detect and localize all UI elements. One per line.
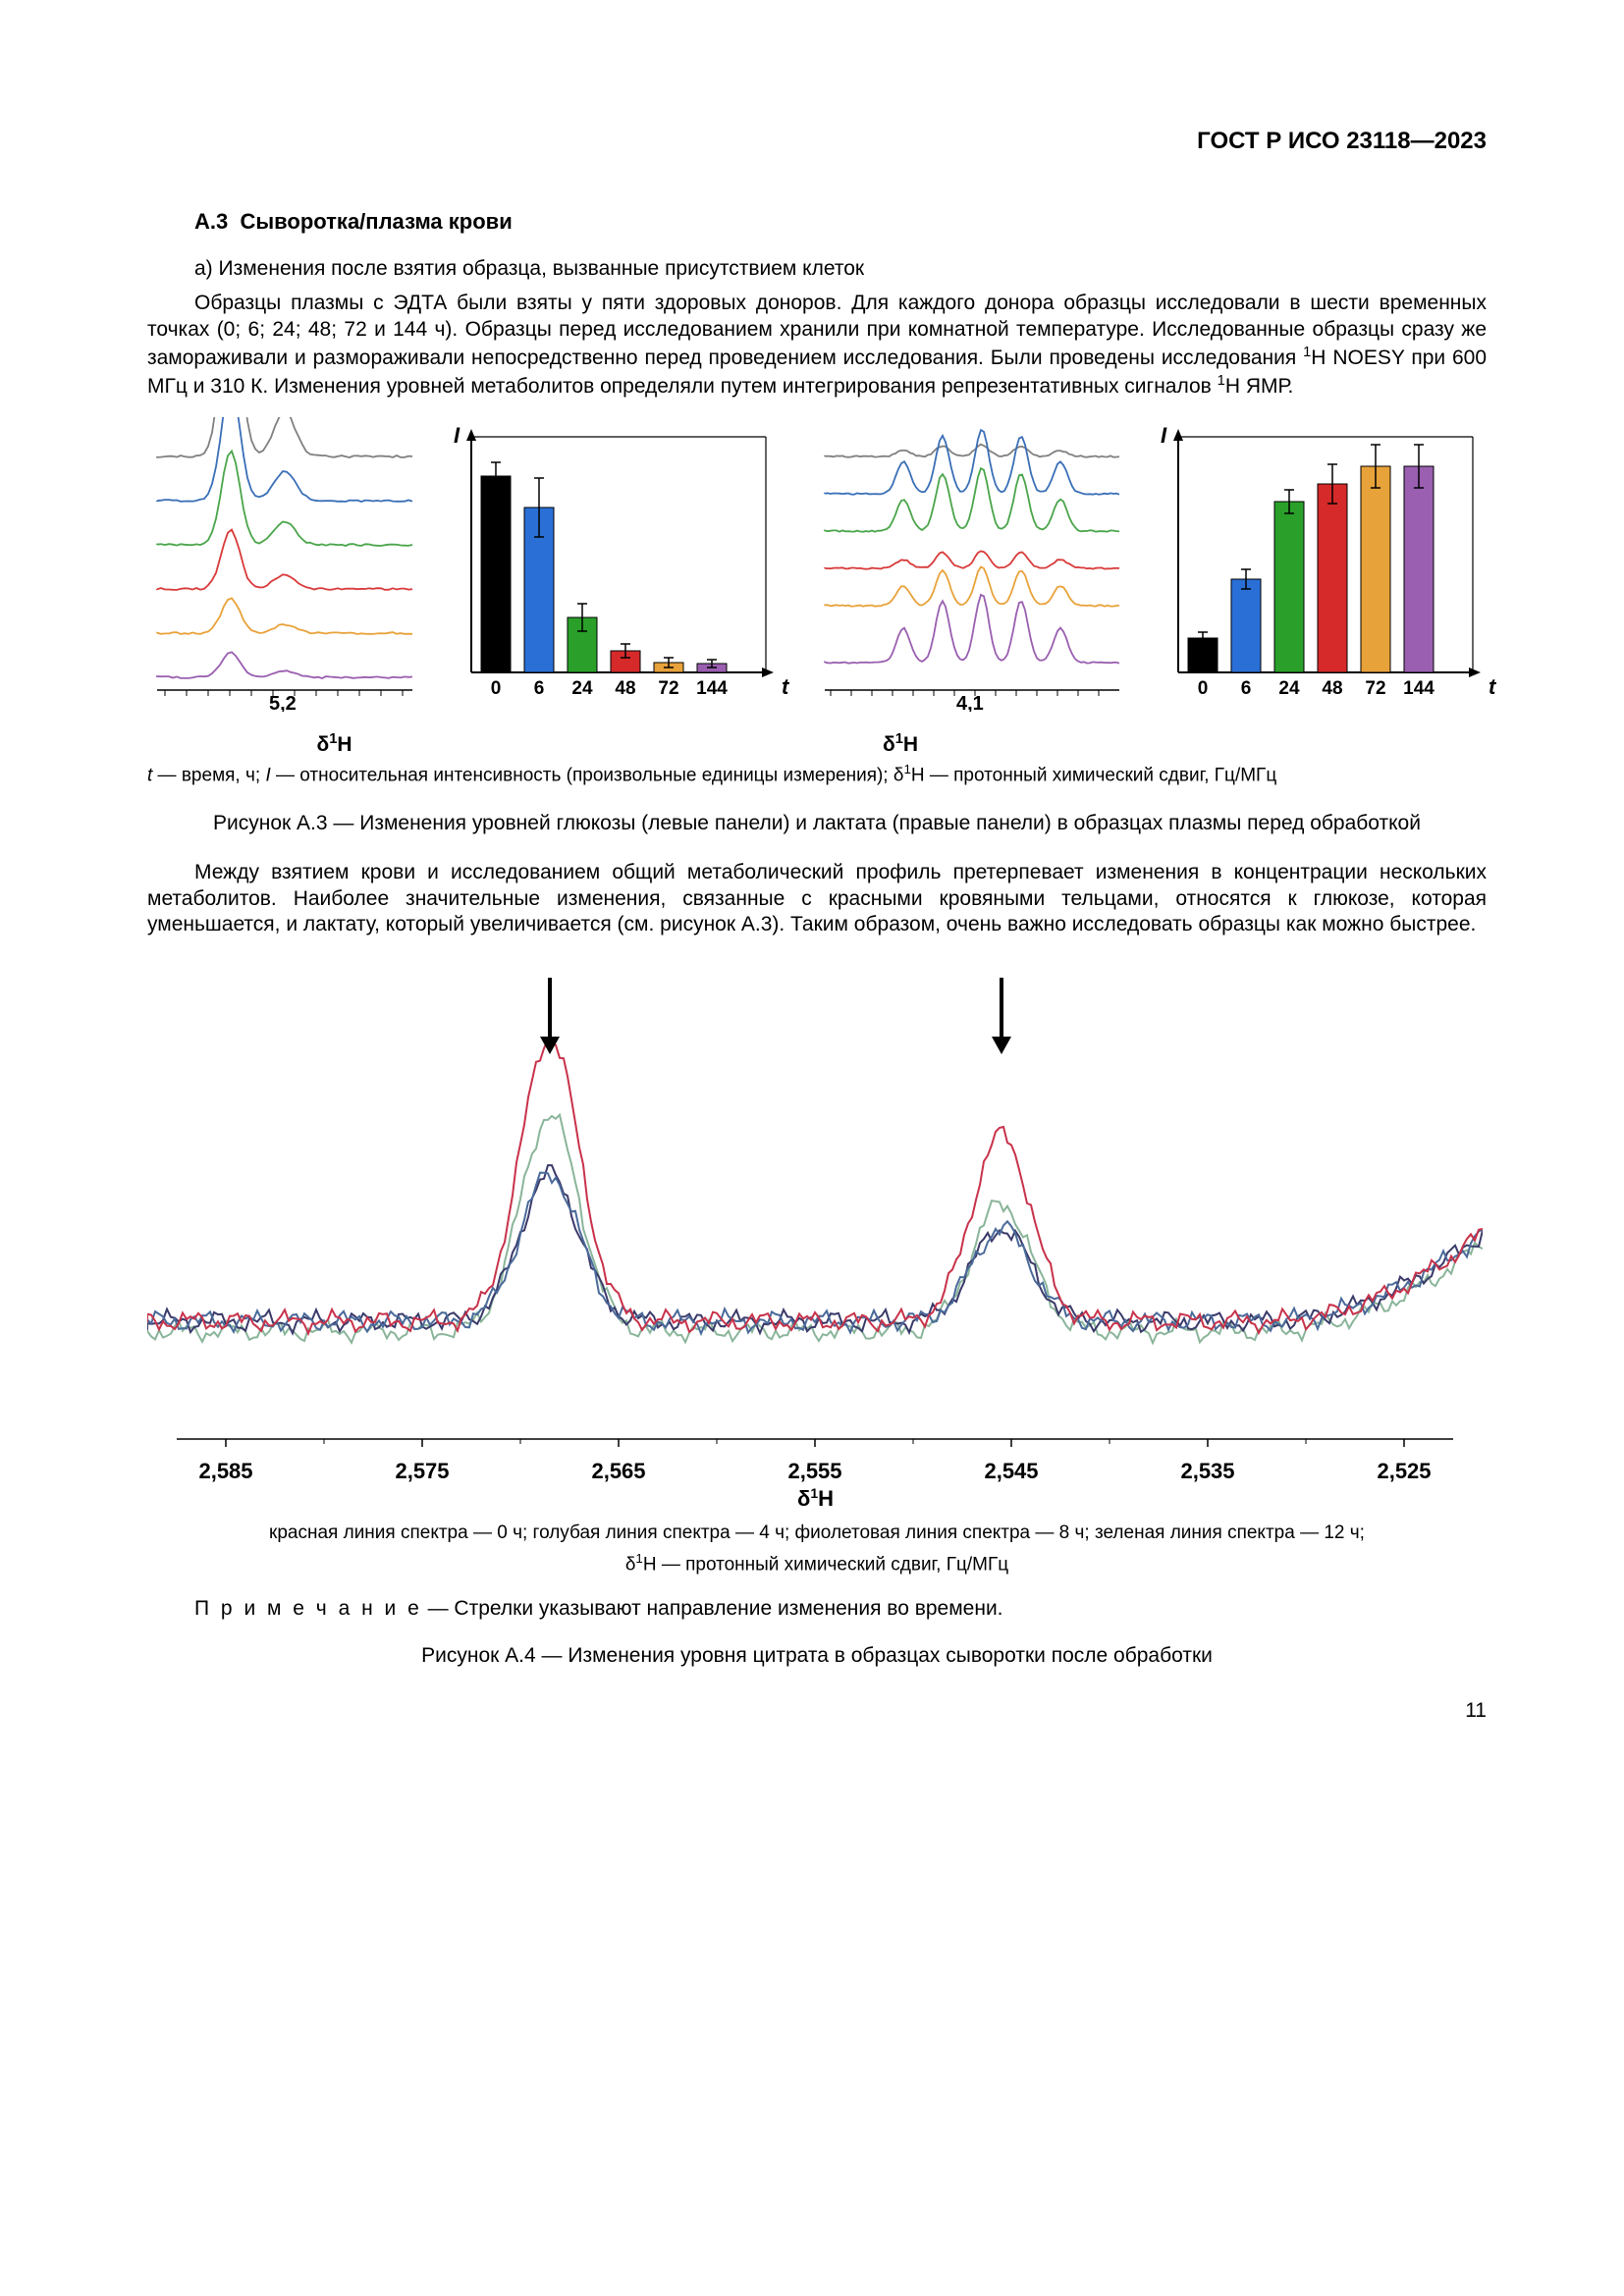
svg-text:5,2: 5,2	[269, 693, 297, 712]
svg-text:6: 6	[534, 678, 545, 699]
list-item-a: a) Изменения после взятия образца, вызва…	[147, 256, 1487, 283]
svg-text:144: 144	[696, 678, 728, 699]
fig-a3-legend: t — время, ч; I — относительная интенсив…	[147, 761, 1487, 788]
svg-text:4,1: 4,1	[956, 693, 984, 712]
fig-a4-legend-2: δ1H — протонный химический сдвиг, Гц/МГц	[147, 1550, 1487, 1577]
fig-a3-bars-right: I 0 6 24 48 72 144 t	[1139, 417, 1512, 712]
figure-a3: 5,2 I 0 6 24 48 72 144 t 4,1 I 0 6 24 48 72 144 t δ1H …	[147, 417, 1487, 837]
section-number: А.3	[194, 209, 228, 234]
svg-text:2,575: 2,575	[395, 1459, 449, 1483]
svg-text:144: 144	[1403, 678, 1435, 699]
fig-a3-spectra-right: 4,1	[815, 417, 1129, 712]
svg-text:t: t	[1489, 674, 1497, 699]
fig-a4-caption: Рисунок А.4 — Изменения уровня цитрата в…	[147, 1642, 1487, 1670]
fig-a3-caption: Рисунок А.3 — Изменения уровней глюкозы …	[147, 810, 1487, 837]
svg-text:24: 24	[571, 678, 593, 699]
svg-text:2,565: 2,565	[591, 1459, 645, 1483]
svg-text:2,525: 2,525	[1377, 1459, 1431, 1483]
fig-a3-spectra-left: 5,2	[147, 417, 422, 712]
svg-text:48: 48	[615, 678, 635, 699]
svg-text:δ1H: δ1H	[797, 1485, 834, 1511]
svg-text:I: I	[454, 423, 460, 448]
svg-text:t: t	[782, 674, 790, 699]
fig-a4-chart: 2,585 2,575 2,565 2,555 2,545 2,535 2,525 δ1H	[147, 948, 1487, 1518]
section-title: Сыворотка/плазма крови	[240, 209, 512, 234]
page-number: 11	[147, 1699, 1487, 1723]
svg-text:24: 24	[1278, 678, 1300, 699]
fig-a3-bars-left: I 0 6 24 48 72 144 t	[432, 417, 805, 712]
svg-text:2,535: 2,535	[1180, 1459, 1234, 1483]
figure-a4: 2,585 2,575 2,565 2,555 2,545 2,535 2,525 δ1H к…	[147, 948, 1487, 1670]
svg-text:0: 0	[1198, 678, 1209, 699]
svg-text:0: 0	[491, 678, 502, 699]
paragraph-1: Образцы плазмы с ЭДТА были взяты у пяти …	[147, 291, 1487, 400]
svg-text:I: I	[1161, 423, 1167, 448]
fig-a4-note: П р и м е ч а н и е — Стрелки указывают …	[147, 1597, 1487, 1621]
paragraph-2: Между взятием крови и исследованием общи…	[147, 860, 1487, 939]
svg-text:72: 72	[1365, 678, 1385, 699]
svg-text:2,555: 2,555	[787, 1459, 841, 1483]
svg-text:2,585: 2,585	[198, 1459, 252, 1483]
fig-a3-delta-labels: δ1H δ1H	[147, 731, 1487, 757]
svg-text:48: 48	[1322, 678, 1342, 699]
svg-text:72: 72	[658, 678, 678, 699]
svg-text:6: 6	[1241, 678, 1252, 699]
svg-text:2,545: 2,545	[984, 1459, 1038, 1483]
section-heading: А.3 Сыворотка/плазма крови	[147, 209, 1487, 235]
fig-a4-legend-1: красная линия спектра — 0 ч; голубая лин…	[147, 1522, 1487, 1546]
document-standard-header: ГОСТ Р ИСО 23118—2023	[147, 128, 1487, 155]
